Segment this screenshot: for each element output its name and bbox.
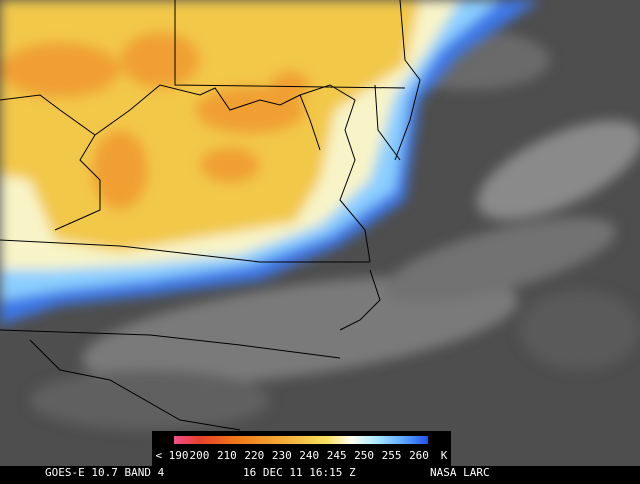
legend-label: 210	[217, 449, 237, 462]
legend-label: 230	[272, 449, 292, 462]
legend-label: 260	[409, 449, 429, 462]
legend-unit: K	[441, 449, 448, 462]
legend-label: 255	[382, 449, 402, 462]
footer-source: NASA LARC	[430, 466, 490, 479]
legend-label: 200	[190, 449, 210, 462]
legend-labels: < 190 200 210 220 230 240 245 250 255 260	[155, 449, 429, 462]
cold-cloud	[0, 0, 540, 325]
boundaries	[0, 0, 421, 431]
footer-timestamp: 16 DEC 11 16:15 Z	[243, 466, 356, 479]
legend-label: 240	[299, 449, 319, 462]
footer	[0, 466, 640, 480]
legend-label: 220	[244, 449, 264, 462]
legend-label: < 190	[155, 449, 188, 462]
legend-label: 250	[354, 449, 374, 462]
legend-label: 245	[327, 449, 347, 462]
footer-satellite: GOES-E 10.7 BAND 4	[45, 466, 165, 479]
legend-colorbar	[174, 436, 428, 444]
